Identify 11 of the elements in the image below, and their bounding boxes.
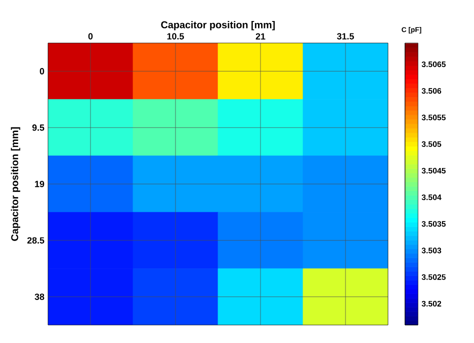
y-tick-label: 38 bbox=[34, 294, 44, 300]
x-tick-label: 10.5 bbox=[167, 33, 184, 40]
y-tick-label: 9.5 bbox=[32, 124, 44, 131]
y-tick-label: 0 bbox=[40, 68, 44, 74]
x-tick-label: 31.5 bbox=[336, 33, 354, 40]
x-axis-title: Capacitor position [mm] bbox=[161, 21, 275, 30]
x-tick-label: 0 bbox=[88, 33, 93, 40]
y-tick-label: 28.5 bbox=[27, 237, 44, 244]
y-axis-title: Capacitor position [mm] bbox=[10, 127, 20, 241]
y-tick-label: 19 bbox=[35, 180, 44, 188]
x-tick-label: 21 bbox=[256, 33, 266, 40]
